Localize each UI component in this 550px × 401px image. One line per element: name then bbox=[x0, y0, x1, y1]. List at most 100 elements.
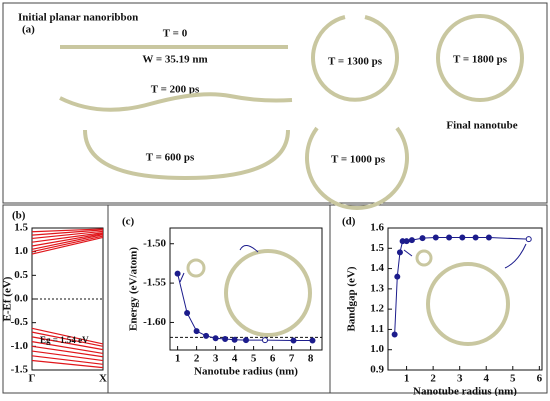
band-line bbox=[31, 359, 104, 369]
caption: Initial planar nanoribbon bbox=[18, 12, 138, 24]
inset bbox=[186, 258, 206, 278]
panel-a-frame bbox=[2, 2, 548, 204]
x-tick-label: 1 bbox=[404, 373, 410, 385]
x-tick-label: 1 bbox=[175, 353, 181, 365]
caption: T = 0 bbox=[163, 28, 188, 40]
x-tick-label: 6 bbox=[270, 353, 276, 365]
data-point bbox=[290, 337, 297, 344]
data-point bbox=[193, 328, 200, 335]
y-tick-label: -1.55 bbox=[143, 277, 166, 289]
annotation: Eg = 1.54 eV bbox=[40, 335, 89, 345]
ribbon bbox=[311, 15, 399, 102]
x-axis-label: Nanotube radius (nm) bbox=[194, 366, 298, 378]
data-point bbox=[222, 335, 229, 342]
y-tick-label: 0.5 bbox=[14, 269, 28, 281]
x-tick-label: 2 bbox=[194, 353, 200, 365]
caption: Final nanotube bbox=[446, 120, 517, 132]
caption: T = 600 ps bbox=[146, 152, 195, 164]
band-line bbox=[31, 230, 104, 240]
band-line bbox=[31, 345, 104, 358]
y-tick-label: -0.5 bbox=[11, 316, 29, 328]
ribbon bbox=[436, 14, 524, 102]
y-tick-label: -1.60 bbox=[143, 316, 166, 328]
data-point bbox=[394, 273, 401, 280]
y-tick-label: 1.5 bbox=[14, 222, 28, 234]
band-line bbox=[31, 355, 104, 365]
band-line bbox=[31, 350, 104, 362]
data-point bbox=[231, 336, 238, 343]
ribbon bbox=[305, 126, 409, 210]
y-tick-label: 1.4 bbox=[370, 262, 384, 274]
y-tick-label: 0.0 bbox=[14, 293, 28, 305]
panel-label: (b) bbox=[12, 210, 26, 222]
data-point bbox=[485, 234, 492, 241]
x-tick-label: 5 bbox=[251, 353, 257, 365]
y-tick-label: 0.9 bbox=[370, 364, 384, 376]
data-point bbox=[446, 234, 453, 241]
y-tick-label: 1.1 bbox=[370, 323, 384, 335]
data-point bbox=[403, 238, 410, 245]
arrow bbox=[179, 245, 259, 283]
band-line bbox=[31, 236, 104, 255]
caption: W = 35.19 nm bbox=[142, 54, 207, 66]
band-line bbox=[31, 341, 104, 355]
ribbon bbox=[59, 92, 293, 112]
data-point bbox=[262, 337, 268, 344]
inset bbox=[426, 262, 510, 346]
data-point bbox=[419, 235, 426, 242]
plot-frame bbox=[387, 227, 543, 371]
x-tick-label: 3 bbox=[213, 353, 219, 365]
y-tick-label: 1.3 bbox=[370, 282, 384, 294]
data-point bbox=[432, 234, 439, 241]
x-tick-label: 6 bbox=[537, 373, 543, 385]
data-point bbox=[174, 270, 181, 277]
y-tick-label: 1.6 bbox=[370, 222, 384, 234]
inset bbox=[224, 249, 312, 337]
data-point bbox=[243, 337, 249, 344]
panel-label: (c) bbox=[122, 216, 135, 228]
band-line bbox=[31, 327, 104, 345]
x-tick-label: 7 bbox=[289, 353, 295, 365]
x-tick-label: 2 bbox=[430, 373, 436, 385]
x-tick-label: Γ bbox=[29, 373, 36, 385]
data-point bbox=[309, 337, 316, 344]
data-point bbox=[203, 332, 210, 339]
x-tick-label: 4 bbox=[483, 373, 489, 385]
y-tick-label: 1.0 bbox=[370, 343, 384, 355]
panel-label: (a) bbox=[22, 24, 35, 36]
ribbon bbox=[83, 129, 290, 181]
y-tick-label: -1.5 bbox=[11, 364, 29, 376]
x-tick-label: X bbox=[99, 373, 107, 385]
band-line bbox=[31, 232, 104, 243]
y-axis-label: Bandgap (eV) bbox=[346, 266, 358, 331]
band-line bbox=[31, 234, 104, 250]
y-tick-label: -1.0 bbox=[11, 340, 29, 352]
band-line bbox=[31, 228, 104, 233]
data-point bbox=[396, 249, 403, 256]
band-line bbox=[31, 229, 104, 236]
data-point bbox=[408, 237, 415, 244]
y-axis-label: E-Ef (eV) bbox=[2, 276, 14, 321]
arrow bbox=[403, 243, 527, 269]
caption: T = 1800 ps bbox=[453, 54, 508, 66]
band-line bbox=[31, 233, 104, 247]
band-line bbox=[31, 235, 104, 253]
x-tick-label: 5 bbox=[510, 373, 516, 385]
band-line bbox=[31, 336, 104, 351]
data-point bbox=[472, 234, 479, 241]
inset bbox=[415, 249, 433, 267]
data-point bbox=[212, 335, 219, 342]
panel-bcd-frame bbox=[2, 204, 548, 394]
caption: T = 200 ps bbox=[151, 84, 200, 96]
x-tick-label: 3 bbox=[457, 373, 463, 385]
y-tick-label: -1.50 bbox=[143, 237, 166, 249]
y-tick-label: 1.2 bbox=[370, 303, 384, 315]
x-tick-label: 8 bbox=[308, 353, 314, 365]
band-line bbox=[31, 331, 104, 347]
y-axis-label: Energy (eV/atom) bbox=[128, 247, 140, 331]
plot-frame bbox=[169, 227, 323, 351]
series-line bbox=[394, 237, 529, 335]
y-tick-label: 1.0 bbox=[14, 245, 28, 257]
caption: T = 1000 ps bbox=[331, 154, 386, 166]
